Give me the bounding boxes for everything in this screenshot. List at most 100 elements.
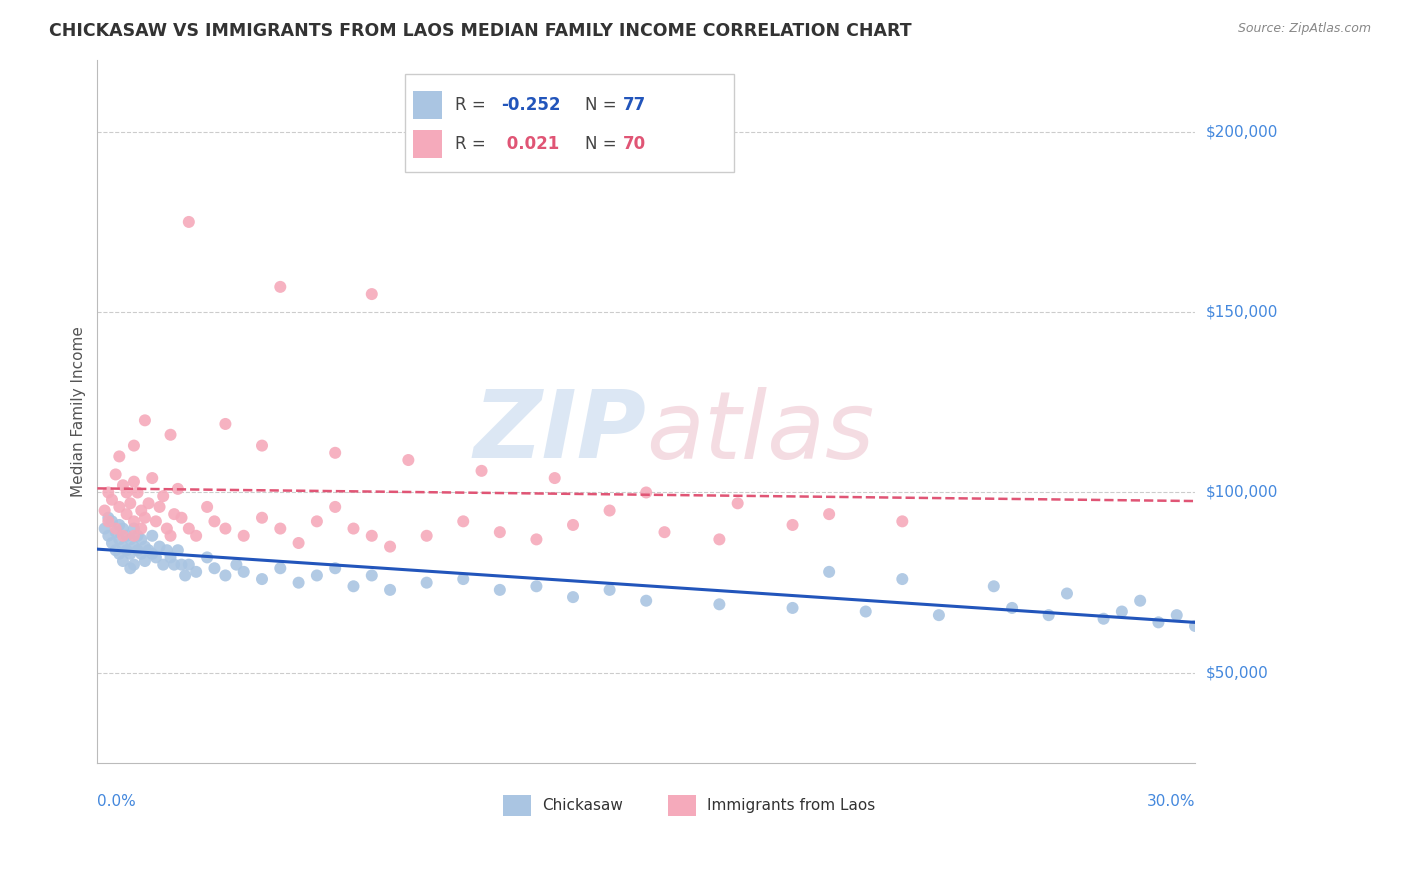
Point (489, 582, 512, 597)
Point (145, 514, 167, 528)
Point (159, 427, 181, 442)
Point (360, 529, 382, 543)
Text: 30.0%: 30.0% (1146, 794, 1195, 809)
Point (115, 529, 138, 543)
Point (269, 522, 291, 536)
Text: 0.0%: 0.0% (97, 794, 136, 809)
Point (170, 558, 193, 572)
Point (891, 572, 914, 586)
Point (526, 533, 548, 547)
Point (122, 439, 145, 453)
Point (378, 540, 401, 554)
Point (269, 280, 291, 294)
Bar (413, 91, 441, 120)
Point (562, 590, 585, 604)
Point (127, 543, 149, 558)
Point (108, 500, 131, 514)
Point (127, 485, 149, 500)
Point (1147, 615, 1170, 630)
Point (727, 496, 749, 510)
Point (1129, 593, 1152, 607)
Point (111, 478, 134, 492)
Point (928, 608, 950, 623)
Point (232, 565, 254, 579)
Point (1001, 601, 1024, 615)
Point (1184, 619, 1206, 633)
Point (1111, 605, 1133, 619)
Point (415, 575, 437, 590)
Text: R =: R = (456, 96, 491, 114)
Point (654, 525, 676, 540)
Text: -0.252: -0.252 (502, 96, 561, 114)
Point (636, 485, 658, 500)
Point (250, 439, 273, 453)
Point (111, 540, 134, 554)
Point (415, 529, 437, 543)
Bar (668, 795, 696, 816)
Point (489, 525, 512, 540)
Point (177, 215, 200, 229)
Point (818, 565, 841, 579)
Text: R =: R = (456, 135, 491, 153)
Point (134, 554, 156, 568)
Point (709, 533, 731, 547)
Point (186, 529, 208, 543)
Text: ZIP: ZIP (474, 386, 647, 478)
Point (104, 525, 127, 540)
Point (108, 518, 131, 533)
Point (101, 514, 124, 528)
Y-axis label: Median Family Income: Median Family Income (72, 326, 86, 497)
Point (166, 543, 188, 558)
Point (163, 558, 186, 572)
Bar (503, 795, 531, 816)
Point (342, 579, 364, 593)
Point (360, 568, 382, 582)
Point (287, 575, 309, 590)
Point (120, 533, 142, 547)
Point (163, 507, 186, 521)
Text: 70: 70 (623, 135, 647, 153)
Point (396, 453, 419, 467)
Point (108, 547, 131, 561)
Point (599, 503, 621, 517)
Point (141, 471, 163, 485)
Point (636, 593, 658, 607)
Point (1166, 608, 1188, 623)
Point (818, 507, 841, 521)
Text: Source: ZipAtlas.com: Source: ZipAtlas.com (1237, 22, 1371, 36)
Text: $50,000: $50,000 (1206, 665, 1268, 681)
Point (177, 522, 200, 536)
Point (122, 529, 145, 543)
Point (152, 489, 174, 503)
Point (323, 561, 346, 575)
Point (323, 446, 346, 460)
Point (104, 522, 127, 536)
Point (141, 547, 163, 561)
Point (93, 522, 115, 536)
Point (250, 510, 273, 524)
Point (159, 529, 181, 543)
Point (526, 579, 548, 593)
Point (451, 125, 474, 139)
Text: N =: N = (585, 135, 621, 153)
Point (287, 536, 309, 550)
Point (122, 540, 145, 554)
Point (129, 547, 152, 561)
Point (1038, 608, 1060, 623)
Point (148, 540, 170, 554)
Point (170, 510, 193, 524)
Point (174, 568, 197, 582)
Text: $100,000: $100,000 (1206, 485, 1278, 500)
Point (305, 568, 328, 582)
Text: Immigrants from Laos: Immigrants from Laos (707, 797, 875, 813)
Text: Chickasaw: Chickasaw (541, 797, 623, 813)
Point (177, 558, 200, 572)
Point (891, 514, 914, 528)
Text: $150,000: $150,000 (1206, 305, 1278, 319)
Point (562, 518, 585, 533)
Point (120, 547, 142, 561)
Point (97, 485, 120, 500)
Point (134, 540, 156, 554)
Point (214, 417, 236, 431)
Point (709, 597, 731, 611)
